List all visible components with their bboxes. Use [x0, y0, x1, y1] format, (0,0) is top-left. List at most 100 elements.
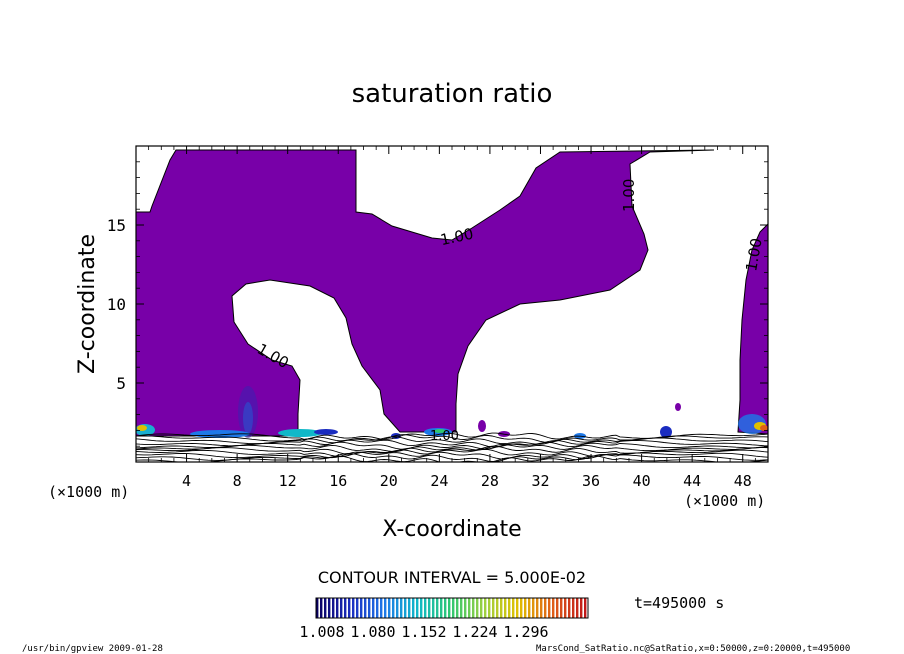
colorbar-cell	[484, 598, 487, 618]
colorbar-cell	[420, 598, 423, 618]
colorbar-cell	[328, 598, 331, 618]
colorbar-cell	[544, 598, 547, 618]
x-tick-label: 44	[683, 472, 701, 490]
colorbar-cell	[472, 598, 475, 618]
colorbar-cell	[520, 598, 523, 618]
colorbar-tick-label: 1.224	[452, 623, 497, 641]
colorbar-cell	[412, 598, 415, 618]
colorbar-cell	[416, 598, 419, 618]
colorbar-cell	[400, 598, 403, 618]
colorbar-cell	[432, 598, 435, 618]
saturated-region	[136, 146, 715, 437]
colorbar-cell	[492, 598, 495, 618]
x-axis-label: X-coordinate	[382, 517, 521, 542]
chart-title: saturation ratio	[352, 79, 553, 109]
colorbar-cell	[504, 598, 507, 618]
colorbar-cell	[452, 598, 455, 618]
colorbar-cell	[584, 598, 587, 618]
surface-contour	[136, 444, 768, 452]
colorbar-cell	[488, 598, 491, 618]
colorbar-tick-label: 1.152	[401, 623, 446, 641]
colorbar-cell	[500, 598, 503, 618]
colorbar-cell	[444, 598, 447, 618]
colorbar-cell	[476, 598, 479, 618]
colorbar-cell	[372, 598, 375, 618]
colorbar-tick-label: 1.296	[503, 623, 548, 641]
colorbar-cell	[388, 598, 391, 618]
contour-interval: CONTOUR INTERVAL = 5.000E-02	[318, 568, 586, 587]
y-tick-label: 15	[107, 216, 126, 235]
colorbar-cell	[512, 598, 515, 618]
colorbar-cell	[516, 598, 519, 618]
footer-right: MarsCond_SatRatio.nc@SatRatio,x=0:50000,…	[536, 644, 850, 654]
colorbar-cell	[468, 598, 471, 618]
x-unit-left: (×1000 m)	[48, 483, 129, 501]
colorbar-cell	[460, 598, 463, 618]
y-axis-label: Z-coordinate	[75, 234, 100, 374]
colorbar-cell	[360, 598, 363, 618]
time-label: t=495000 s	[634, 594, 724, 612]
contour-label: 1.00	[620, 179, 638, 212]
colorbar-cell	[496, 598, 499, 618]
colorbar-cell	[424, 598, 427, 618]
colorbar-cell	[428, 598, 431, 618]
colorbar-cell	[344, 598, 347, 618]
colorbar-cell	[528, 598, 531, 618]
colorbar-cell	[364, 598, 367, 618]
contour-label: 1.00	[430, 429, 459, 444]
colorbar-cell	[332, 598, 335, 618]
colorbar-cell	[404, 598, 407, 618]
surface-contour	[136, 448, 768, 458]
x-tick-label: 28	[481, 472, 499, 490]
colorbar-cell	[536, 598, 539, 618]
x-tick-label: 4	[182, 472, 191, 490]
x-tick-label: 36	[582, 472, 600, 490]
surface-contour-lines	[136, 432, 768, 462]
colorbar-cell	[576, 598, 579, 618]
colorbar-tick-labels: 1.008 1.080 1.152 1.224 1.296	[299, 623, 548, 641]
colorbar-frame	[315, 597, 589, 619]
x-tick-label: 16	[329, 472, 347, 490]
colorbar-cell	[568, 598, 571, 618]
y-tick-label: 10	[107, 295, 126, 314]
x-tick-label: 32	[531, 472, 549, 490]
surface-contour	[136, 455, 768, 462]
x-axis: 4 8 12 16 20 24 28 32 36 40 44 48	[148, 146, 756, 490]
colorbar-cell	[508, 598, 511, 618]
x-unit-right: (×1000 m)	[684, 492, 765, 510]
colorbar-cell	[580, 598, 583, 618]
colorbar-cell	[440, 598, 443, 618]
colorbar-cell	[464, 598, 467, 618]
colorbar-cell	[380, 598, 383, 618]
x-tick-label: 8	[233, 472, 242, 490]
x-tick-label: 48	[734, 472, 752, 490]
colorbar-cell	[368, 598, 371, 618]
colorbar-cell	[564, 598, 567, 618]
colorbar-cell	[352, 598, 355, 618]
colorbar-cell	[572, 598, 575, 618]
colorbar-cell	[336, 598, 339, 618]
x-tick-label: 20	[380, 472, 398, 490]
colorbar-cell	[320, 598, 323, 618]
colorbar-cell	[480, 598, 483, 618]
surface-contour	[136, 451, 768, 460]
colorbar-cell	[396, 598, 399, 618]
surface-contour	[136, 445, 768, 455]
x-tick-label: 12	[279, 472, 297, 490]
x-tick-label: 24	[430, 472, 448, 490]
colorbar-cell	[540, 598, 543, 618]
colorbar-cell	[392, 598, 395, 618]
surface-contour	[136, 436, 768, 445]
y-tick-label: 5	[116, 374, 126, 393]
colorbar-cell	[524, 598, 527, 618]
colorbar-cell	[384, 598, 387, 618]
colorbar-tick-label: 1.080	[350, 623, 395, 641]
colorbar-cell	[548, 598, 551, 618]
colorbar-cell	[532, 598, 535, 618]
colorbar-cell	[356, 598, 359, 618]
y-axis: 5 10 15	[107, 161, 768, 447]
footer-left: /usr/bin/gpview 2009-01-28	[22, 644, 163, 654]
colorbar-cell	[560, 598, 563, 618]
colorbar-cell	[324, 598, 327, 618]
